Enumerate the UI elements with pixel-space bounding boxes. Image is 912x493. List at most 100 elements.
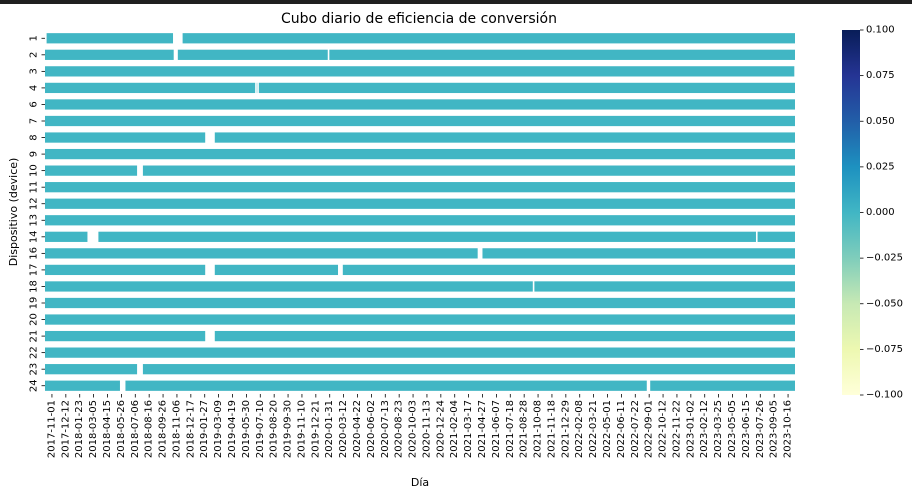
y-tick-label: 6: [29, 101, 40, 107]
x-tick-label: 2022-09-01: [644, 400, 655, 458]
x-tick-label: 2021-04-27: [477, 400, 488, 458]
y-tick-label: 12: [29, 197, 40, 210]
y-tick-label: 13: [29, 214, 40, 227]
x-tick-label: 2023-01-02: [685, 400, 696, 458]
x-tick-label: 2022-02-08: [574, 400, 585, 458]
x-tick-label: 2023-06-15: [741, 400, 752, 458]
x-tick-label: 2022-10-12: [658, 400, 669, 458]
y-tick-label: 19: [29, 297, 40, 310]
x-tick-label: 2017-11-01: [46, 400, 57, 458]
x-axis-label: Día: [411, 476, 429, 489]
y-tick-label: 17: [29, 264, 40, 277]
colorbar-tick-label: −0.050: [866, 298, 903, 309]
x-tick-label: 2020-11-13: [421, 400, 432, 458]
heatmap-row-18: [45, 281, 795, 292]
x-tick-label: 2018-03-05: [88, 400, 99, 458]
heatmap-row-21: [45, 330, 795, 342]
x-tick-label: 2019-05-30: [241, 400, 252, 458]
missing-cell: [257, 78, 259, 98]
x-tick-label: 2021-03-17: [463, 400, 474, 458]
missing-cell: [338, 260, 343, 280]
x-tick-label: 2020-03-12: [338, 400, 349, 458]
y-tick-label: 1: [29, 35, 40, 41]
x-tick-label: 2021-02-04: [449, 400, 460, 458]
x-tick-label: 2023-10-16: [783, 400, 794, 458]
y-tick-label: 11: [29, 181, 40, 194]
x-tick-label: 2018-09-26: [158, 400, 169, 458]
x-tick-label: 2021-06-07: [491, 400, 502, 458]
heatmap-row-16: [45, 248, 795, 259]
y-tick-label: 10: [29, 164, 40, 177]
missing-cell: [477, 244, 483, 263]
heatmap-row-7: [45, 115, 795, 127]
heatmap-row-4: [45, 82, 795, 94]
y-tick-label: 16: [29, 247, 40, 260]
x-tick-label: 2018-01-23: [74, 400, 85, 458]
x-tick-label: 2023-03-25: [713, 400, 724, 458]
x-tick-label: 2019-08-20: [269, 400, 280, 458]
missing-cell: [87, 227, 99, 247]
colorbar-tick-label: −0.100: [866, 390, 903, 401]
heatmap-row-2: [45, 49, 795, 60]
x-tick-label: 2022-07-22: [630, 400, 641, 458]
window-top-bar: [0, 0, 912, 4]
missing-cell: [45, 29, 47, 48]
x-tick-label: 2022-03-21: [588, 400, 599, 458]
heatmap-row-6: [45, 99, 795, 110]
y-tick-label: 18: [29, 280, 40, 293]
y-tick-label: 8: [29, 134, 40, 140]
heatmap-row-9: [45, 148, 795, 160]
x-tick-label: 2022-11-22: [671, 400, 682, 458]
x-tick-label: 2019-03-09: [213, 400, 224, 458]
x-tick-label: 2018-05-26: [116, 400, 127, 458]
x-tick-label: 2023-05-05: [727, 400, 738, 458]
x-axis-ticks: 2017-11-01 2017-12-12 2018-01-23 2018-03-05…: [46, 394, 794, 458]
x-tick-label: 2021-07-18: [505, 400, 516, 458]
x-tick-label: 2021-11-18: [546, 400, 557, 458]
heatmap-row-3: [45, 66, 795, 77]
heatmap-row-13: [45, 215, 795, 226]
colorbar-tick-label: 0.000: [866, 207, 895, 218]
x-tick-label: 2020-10-03: [408, 400, 419, 458]
missing-cell: [205, 128, 215, 147]
heatmap-row-17: [45, 264, 795, 276]
x-tick-label: 2018-11-06: [171, 400, 182, 458]
heatmap-row-19: [45, 297, 795, 309]
x-tick-label: 2020-12-24: [435, 400, 446, 458]
colorbar-tick-label: 0.050: [866, 116, 895, 127]
colorbar-tick-label: 0.100: [866, 25, 895, 36]
x-tick-label: 2021-12-29: [560, 400, 571, 458]
y-tick-label: 14: [29, 230, 40, 243]
heatmap-row-8: [45, 132, 795, 143]
missing-cell: [205, 326, 215, 346]
heatmap-row-10: [45, 165, 795, 176]
x-tick-label: 2019-12-21: [310, 400, 321, 458]
heatmap-row-14: [45, 231, 795, 242]
x-tick-label: 2021-10-08: [533, 400, 544, 458]
missing-cell: [205, 260, 215, 280]
heatmap-row-24: [45, 380, 795, 391]
x-tick-label: 2020-06-02: [366, 400, 377, 458]
y-tick-label: 4: [29, 85, 40, 91]
y-tick-label: 20: [29, 313, 40, 326]
missing-cell: [532, 277, 535, 296]
x-tick-label: 2018-07-06: [130, 400, 141, 458]
missing-cell: [755, 227, 758, 247]
x-tick-label: 2018-12-17: [185, 400, 196, 458]
x-tick-label: 2023-07-26: [755, 400, 766, 458]
heatmap-row-1: [45, 33, 795, 44]
x-tick-label: 2022-05-01: [602, 400, 613, 458]
heatmap-row-22: [45, 347, 795, 358]
x-tick-label: 2017-12-12: [60, 400, 71, 458]
colorbar-tick-label: 0.075: [866, 70, 895, 81]
x-tick-label: 2018-04-15: [102, 400, 113, 458]
x-tick-label: 2020-07-13: [380, 400, 391, 458]
heatmap-row-11: [45, 182, 795, 193]
x-tick-label: 2019-01-27: [199, 400, 210, 458]
missing-cell: [327, 45, 330, 65]
x-tick-label: 2018-08-16: [144, 400, 155, 458]
y-tick-label: 2: [29, 52, 40, 58]
y-axis-label: Dispositivo (device): [7, 158, 20, 267]
